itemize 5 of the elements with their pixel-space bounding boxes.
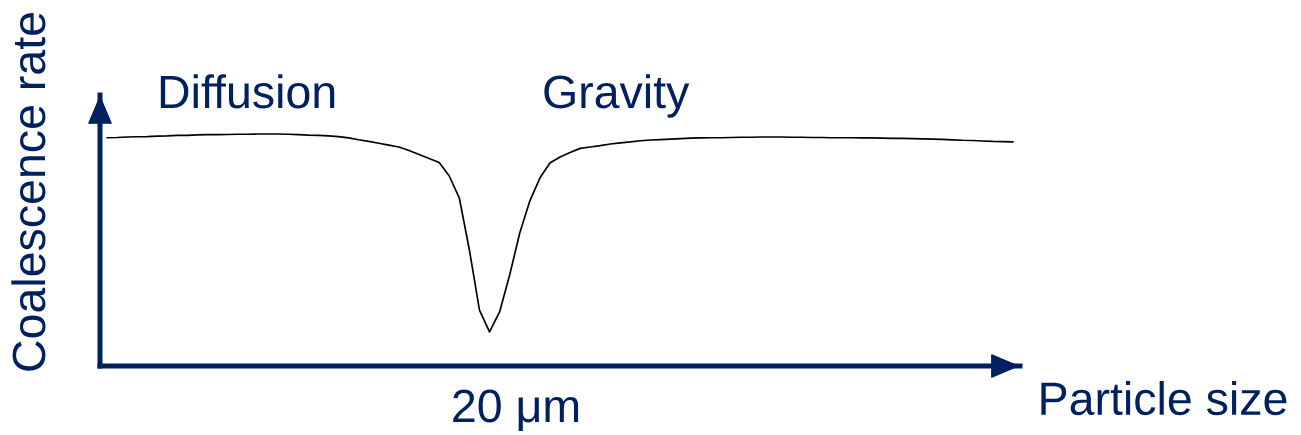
y-axis-title: Coalescence rate — [11, 13, 46, 371]
text: 20 μm — [453, 389, 579, 431]
text: Gravity — [544, 74, 690, 118]
text: Diffusion — [160, 74, 335, 109]
x-axis-title: Particle size — [1041, 381, 1287, 416]
